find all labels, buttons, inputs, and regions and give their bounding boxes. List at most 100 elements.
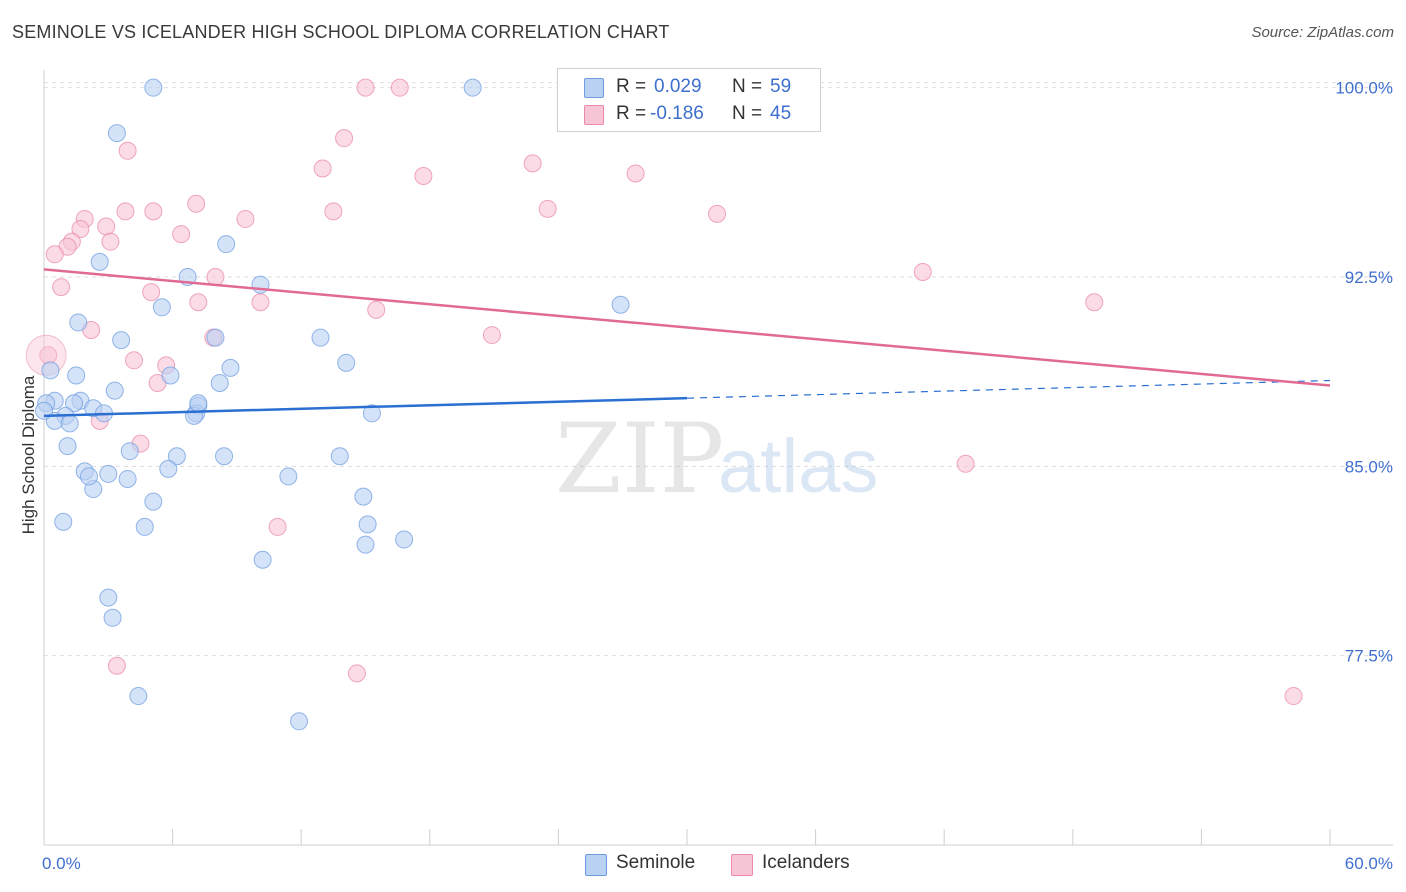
- seminole-point: [167, 447, 186, 466]
- icelanders-point: [251, 293, 270, 312]
- icelanders-point: [414, 167, 433, 186]
- watermark: ZIP atlas: [555, 403, 879, 515]
- seminole-point: [362, 404, 381, 423]
- icelanders-point: [913, 262, 932, 281]
- seminole-point: [135, 517, 154, 536]
- seminole-point: [129, 687, 148, 706]
- icelanders-point: [125, 351, 144, 370]
- seminole-point: [112, 331, 131, 350]
- icelanders-point: [367, 300, 386, 319]
- bottom-legend-swatch-icelanders: [731, 854, 753, 876]
- seminole-point: [463, 78, 482, 97]
- seminole-point: [58, 437, 77, 456]
- icelanders-point: [71, 220, 90, 239]
- seminole-point: [210, 374, 229, 393]
- icelanders-point: [268, 517, 287, 536]
- icelanders-point: [523, 154, 542, 173]
- seminole-point: [54, 512, 73, 531]
- seminole-point: [120, 442, 139, 461]
- icelanders-point: [52, 278, 71, 297]
- seminole-point: [105, 381, 124, 400]
- seminole-point: [395, 530, 414, 549]
- icelanders-trend-line: [43, 268, 1331, 387]
- series-icelanders: [25, 78, 1303, 706]
- watermark-zip: ZIP: [555, 403, 724, 515]
- legend-n-label: N =: [732, 76, 763, 97]
- icelanders-point: [172, 225, 191, 244]
- seminole-point: [152, 298, 171, 317]
- legend-n-label: N =: [732, 103, 763, 124]
- seminole-point: [356, 535, 375, 554]
- icelanders-point: [482, 326, 501, 345]
- y-tick-labels: 77.5% 85.0% 92.5% 100.0%: [1335, 79, 1393, 666]
- seminole-point: [215, 447, 234, 466]
- x-tick-label-min: 0.0%: [42, 854, 81, 873]
- icelanders-point: [1085, 293, 1104, 312]
- series-seminole: [35, 78, 630, 731]
- icelanders-point: [626, 164, 645, 183]
- chart-title: SEMINOLE VS ICELANDER HIGH SCHOOL DIPLOM…: [12, 22, 670, 42]
- seminole-point: [337, 353, 356, 372]
- seminole-trend-extension: [686, 379, 1331, 399]
- seminole-point: [330, 447, 349, 466]
- icelanders-point: [236, 209, 255, 228]
- icelanders-point: [187, 194, 206, 213]
- seminole-point: [253, 550, 272, 569]
- icelanders-point: [142, 283, 161, 302]
- seminole-point: [221, 358, 240, 377]
- y-tick-label: 100.0%: [1335, 79, 1393, 98]
- icelanders-point: [324, 202, 343, 221]
- icelanders-point: [206, 268, 225, 287]
- icelanders-point: [335, 129, 354, 148]
- seminole-point: [65, 394, 84, 413]
- seminole-point: [67, 366, 86, 385]
- legend-swatch-icelanders: [584, 105, 604, 125]
- seminole-point: [60, 414, 79, 433]
- seminole-point: [358, 515, 377, 534]
- legend-r-label: R =: [616, 103, 647, 124]
- icelanders-point: [45, 245, 64, 264]
- seminole-point: [144, 78, 163, 97]
- y-tick-label: 92.5%: [1345, 268, 1393, 287]
- seminole-point: [217, 235, 236, 254]
- bottom-legend-label-icelanders: Icelanders: [762, 852, 850, 873]
- source-label: Source: ZipAtlas.com: [1251, 24, 1394, 41]
- seminole-trend-line: [43, 396, 688, 418]
- y-tick-label: 85.0%: [1345, 457, 1393, 476]
- seminole-point: [611, 295, 630, 314]
- seminole-point: [354, 487, 373, 506]
- seminole-point: [90, 252, 109, 271]
- seminole-point: [279, 467, 298, 486]
- seminole-point: [69, 313, 88, 332]
- seminole-point: [189, 394, 208, 413]
- legend-swatch-seminole: [584, 78, 604, 98]
- seminole-point: [290, 712, 309, 731]
- y-tick-label: 77.5%: [1345, 647, 1393, 666]
- seminole-point: [99, 588, 118, 607]
- seminole-point: [103, 608, 122, 627]
- seminole-point: [311, 328, 330, 347]
- icelanders-point: [97, 217, 116, 236]
- legend-r-value: -0.186: [650, 103, 704, 124]
- icelanders-point: [313, 159, 332, 178]
- gridlines: [44, 82, 1393, 657]
- axes: [43, 70, 1393, 846]
- seminole-point: [80, 467, 99, 486]
- y-axis-label: High School Diploma: [19, 375, 38, 534]
- icelanders-point: [347, 664, 366, 683]
- watermark-atlas: atlas: [718, 424, 879, 509]
- seminole-point: [99, 464, 118, 483]
- trend-lines: [43, 268, 1331, 418]
- seminole-point: [159, 459, 178, 478]
- bottom-legend-label-seminole: Seminole: [616, 852, 696, 873]
- icelanders-point: [390, 78, 409, 97]
- icelanders-point: [107, 656, 126, 675]
- icelanders-point: [356, 78, 375, 97]
- bottom-legend-swatch-seminole: [585, 854, 607, 876]
- icelanders-point: [538, 199, 557, 218]
- stats-legend: R = 0.029 N = 59 R = -0.186 N = 45: [557, 68, 821, 132]
- icelanders-point: [116, 202, 135, 221]
- seminole-point: [161, 366, 180, 385]
- legend-r-value: 0.029: [654, 76, 702, 97]
